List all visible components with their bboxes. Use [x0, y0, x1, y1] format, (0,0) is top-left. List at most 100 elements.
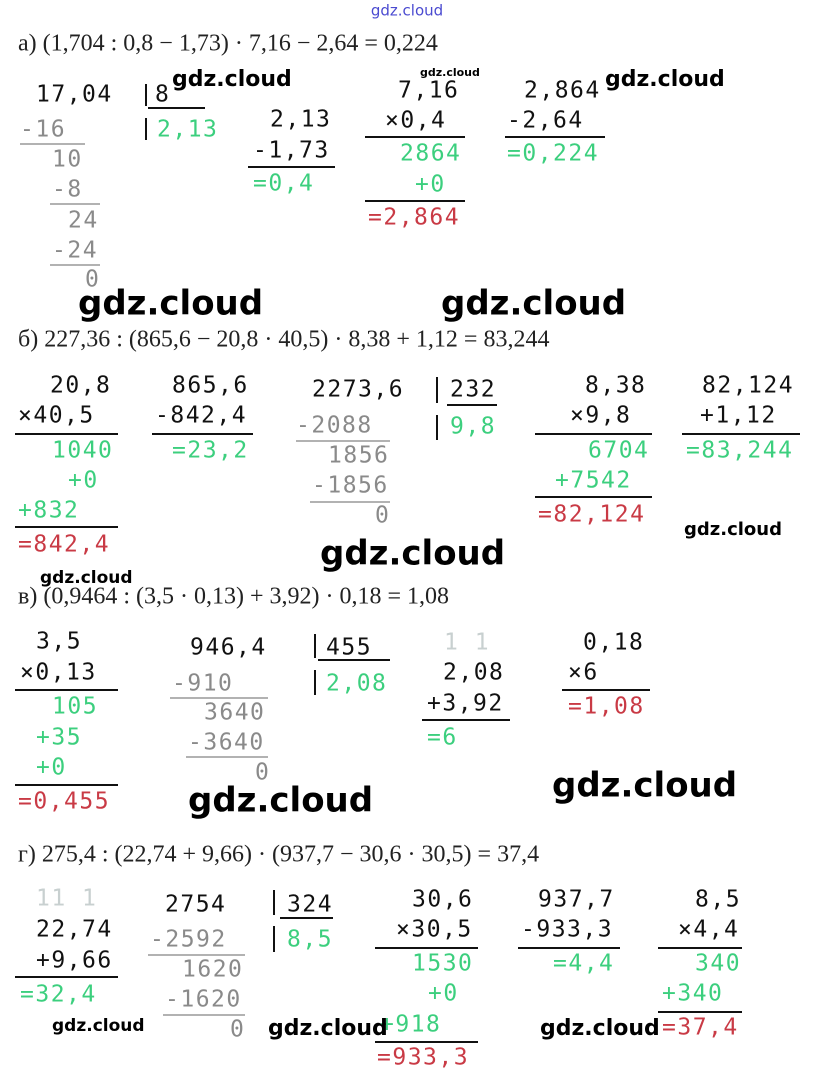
watermark: gdz.cloud — [78, 284, 263, 324]
calc-text: =0,455 — [18, 789, 110, 815]
watermark: gdz.cloud — [188, 781, 373, 821]
calc-text: 30,6 — [412, 887, 473, 913]
calc-text: 1530 — [412, 951, 473, 977]
calc-text: 0 — [85, 267, 100, 293]
calc-text: +0 — [68, 468, 99, 494]
calc-text: ×40,5 — [18, 403, 95, 429]
calc-text: -2,64 — [507, 108, 584, 134]
watermark: gdz.cloud — [371, 2, 443, 20]
calc-text: 937,7 — [538, 887, 615, 913]
calc-text: 24 — [68, 208, 99, 234]
calc-text: -910 — [172, 671, 233, 697]
calc-text: -933,3 — [521, 917, 613, 943]
watermark: gdz.cloud — [52, 1016, 145, 1036]
calc-text: -1856 — [312, 473, 389, 499]
calc-text: 105 — [52, 694, 98, 720]
calc-text: 455 — [326, 635, 372, 661]
watermark: gdz.cloud — [552, 766, 737, 806]
calc-text: 2864 — [400, 141, 461, 167]
calc-text: +1,12 — [700, 403, 777, 429]
calc-text: =0,224 — [507, 141, 599, 167]
calc-text: 2273,6 — [312, 377, 404, 403]
calc-text: =842,4 — [18, 532, 110, 558]
calc-text: ×30,5 — [396, 917, 473, 943]
calc-text: 10 — [52, 147, 83, 173]
calc-text: 946,4 — [190, 635, 267, 661]
calc-text: =2,864 — [368, 205, 460, 231]
calc-text: =4,4 — [553, 951, 614, 977]
calc-text: 9,8 — [450, 414, 496, 440]
calc-text: ×4,4 — [678, 917, 739, 943]
calc-text: 11 1 — [36, 886, 97, 912]
calc-text: =37,4 — [662, 1015, 739, 1041]
equation: а) (1,704 : 0,8 − 1,73) · 7,16 − 2,64 = … — [18, 31, 438, 57]
calc-text: 1 1 — [444, 630, 490, 656]
watermark: gdz.cloud — [441, 284, 626, 324]
calc-text: 7,16 — [398, 78, 459, 104]
calc-text: 20,8 — [50, 373, 111, 399]
calc-text: 232 — [450, 377, 496, 403]
calc-text: =32,4 — [20, 982, 97, 1008]
calc-text: -842,4 — [155, 403, 247, 429]
calc-text: -2592 — [150, 927, 227, 953]
watermark: gdz.cloud — [684, 519, 782, 540]
calc-text: -1,73 — [253, 138, 330, 164]
calc-text: 2,13 — [270, 107, 331, 133]
calc-text: +0 — [428, 981, 459, 1007]
watermark: gdz.cloud — [40, 568, 133, 588]
calc-text: 2,08 — [443, 660, 504, 686]
equation: г) 275,4 : (22,74 + 9,66) · (937,7 − 30,… — [18, 842, 539, 868]
calc-text: 865,6 — [172, 373, 249, 399]
calc-text: 2,13 — [157, 117, 218, 143]
watermark: gdz.cloud — [320, 534, 505, 574]
calc-text: +9,66 — [36, 948, 113, 974]
calc-text: 3640 — [204, 700, 265, 726]
calc-text: ×6 — [568, 660, 599, 686]
equation: б) 227,36 : (865,6 − 20,8 · 40,5) · 8,38… — [18, 327, 549, 353]
calc-text: =1,08 — [568, 694, 645, 720]
calc-text: 0,18 — [583, 630, 644, 656]
calc-text: 6704 — [588, 438, 649, 464]
calc-text: =23,2 — [172, 438, 249, 464]
calc-text: +0 — [415, 172, 446, 198]
calc-text: -3640 — [188, 730, 265, 756]
calc-text: 8,38 — [585, 373, 646, 399]
watermark: gdz.cloud — [172, 67, 292, 92]
calc-text: 0 — [375, 503, 390, 529]
calc-text: +35 — [36, 725, 82, 751]
calc-text: =83,244 — [686, 438, 793, 464]
calc-text: 2754 — [165, 892, 226, 918]
watermark: gdz.cloud — [268, 1016, 388, 1041]
calc-text: -1620 — [165, 987, 242, 1013]
calc-text: 1620 — [182, 957, 243, 983]
calc-text: =0,4 — [253, 171, 314, 197]
calc-text: +832 — [18, 498, 79, 524]
calc-text: 17,04 — [36, 82, 113, 108]
calc-text: -2088 — [296, 413, 373, 439]
calc-text: =82,124 — [538, 502, 645, 528]
calc-text: 324 — [287, 892, 333, 918]
equation: в) (0,9464 : (3,5 · 0,13) + 3,92) · 0,18… — [18, 584, 449, 610]
calc-text: +340 — [662, 981, 723, 1007]
calc-text: 2,08 — [326, 671, 387, 697]
calc-text: 22,74 — [36, 917, 113, 943]
calc-text: ×0,4 — [385, 108, 446, 134]
calc-text: =933,3 — [377, 1045, 469, 1071]
calc-text: 8,5 — [695, 887, 741, 913]
calc-text: 8,5 — [287, 927, 333, 953]
calc-text: 340 — [695, 951, 741, 977]
watermark: gdz.cloud — [420, 66, 480, 79]
calc-text: ×0,13 — [20, 660, 97, 686]
calc-text: 82,124 — [702, 373, 794, 399]
watermark: gdz.cloud — [605, 67, 725, 92]
watermark: gdz.cloud — [540, 1016, 660, 1041]
calc-text: 3,5 — [36, 629, 82, 655]
calc-text: ×9,8 — [570, 403, 631, 429]
calc-text: 0 — [230, 1017, 245, 1043]
calc-text: 8 — [155, 82, 170, 108]
calc-text: +3,92 — [427, 691, 504, 717]
calc-text: =6 — [427, 725, 458, 751]
calc-text: 0 — [255, 760, 270, 786]
calc-text: -24 — [52, 238, 98, 264]
